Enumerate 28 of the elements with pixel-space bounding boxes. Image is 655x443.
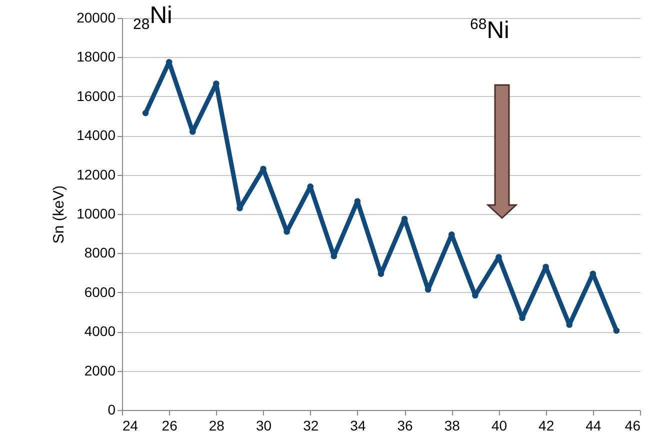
point <box>613 327 620 334</box>
y-tick-label: 0 <box>108 402 116 418</box>
x-tick-label: 34 <box>350 418 366 434</box>
y-tick-label: 14000 <box>76 127 116 144</box>
x-tick-label: 46 <box>624 418 641 434</box>
x-tick-label: 40 <box>491 418 508 434</box>
x-tick-label: 24 <box>122 418 138 434</box>
y-tick-label: 20000 <box>76 10 116 26</box>
y-tick-label: 10000 <box>76 206 116 222</box>
y-tick-label: 4000 <box>84 323 116 340</box>
x-tick-label: 26 <box>162 418 178 434</box>
y-axis-title: Sn (keV) <box>50 185 68 244</box>
y-tick-label: 12000 <box>76 166 116 182</box>
x-tick-label: 36 <box>397 418 414 434</box>
x-tick-label: 30 <box>256 418 272 434</box>
y-tick-label: 16000 <box>76 88 116 104</box>
y-tick-label: 18000 <box>76 48 116 65</box>
x-tick-label: 32 <box>303 418 319 434</box>
annotation: $^{68}$Ni <box>470 16 510 45</box>
x-tick-label: 42 <box>538 418 554 434</box>
y-tick-label: 2000 <box>84 362 116 378</box>
x-tick-label: 28 <box>208 418 225 434</box>
y-tick-label: 6000 <box>84 284 116 300</box>
x-tick-label: 38 <box>444 418 460 434</box>
annotation: $_{28}$Ni <box>133 2 172 33</box>
y-tick-label: 8000 <box>84 244 116 261</box>
point <box>142 110 149 116</box>
x-tick-label: 44 <box>586 418 602 434</box>
